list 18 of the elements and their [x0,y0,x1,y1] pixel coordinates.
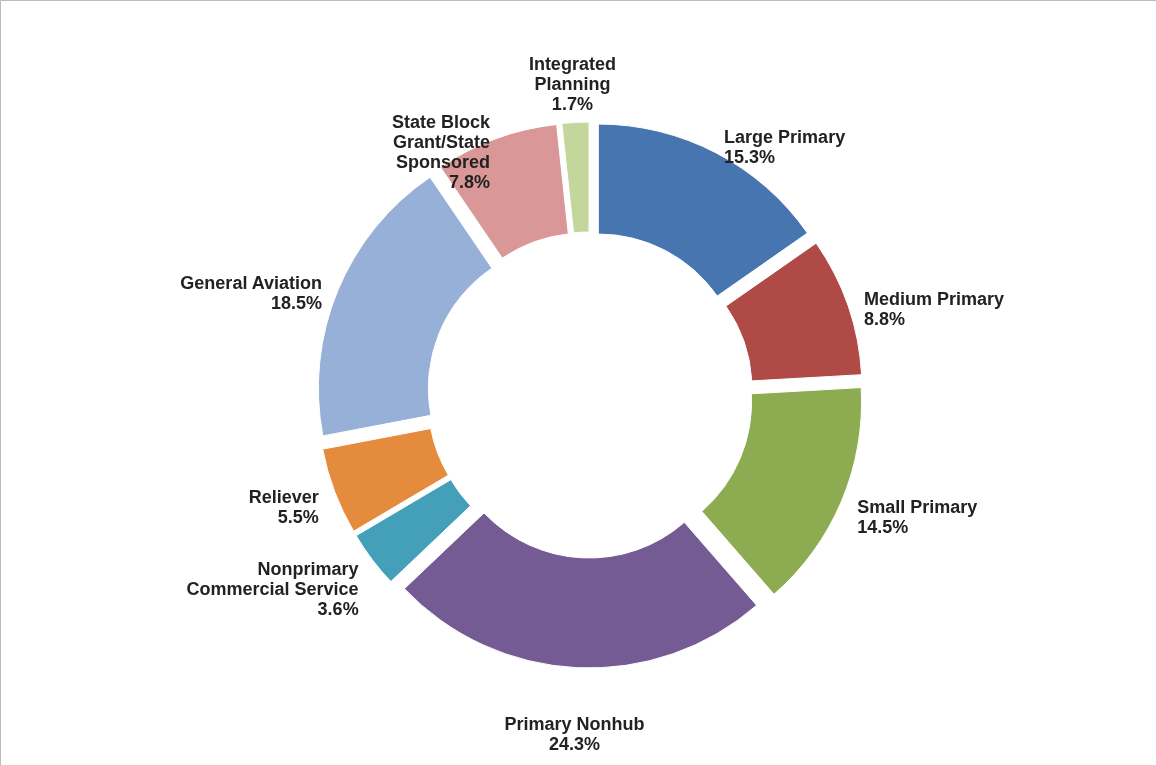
data-label: 1.7% [551,94,593,115]
slice-label: Integrated Planning [528,54,616,95]
slice-label: Primary Nonhub [504,713,645,734]
slice-label: Small Primary [857,496,978,517]
data-label: 14.5% [857,516,909,537]
data-label: 24.3% [548,733,600,754]
slice-label: Nonprimary Commercial Service [186,558,359,599]
slice-label: General Aviation [180,273,323,294]
data-label: 15.3% [724,146,776,167]
slice-label: Medium Primary [864,289,1005,310]
data-label: 3.6% [317,598,359,619]
slice-label: State Block Grant/State Sponsored [392,111,492,172]
data-label: 5.5% [277,506,319,527]
slice-label: Reliever [248,486,319,507]
data-label: 18.5% [271,293,323,314]
data-label: 8.8% [864,309,906,330]
slice-label: Large Primary [724,126,846,147]
data-label: 7.8% [449,171,491,192]
